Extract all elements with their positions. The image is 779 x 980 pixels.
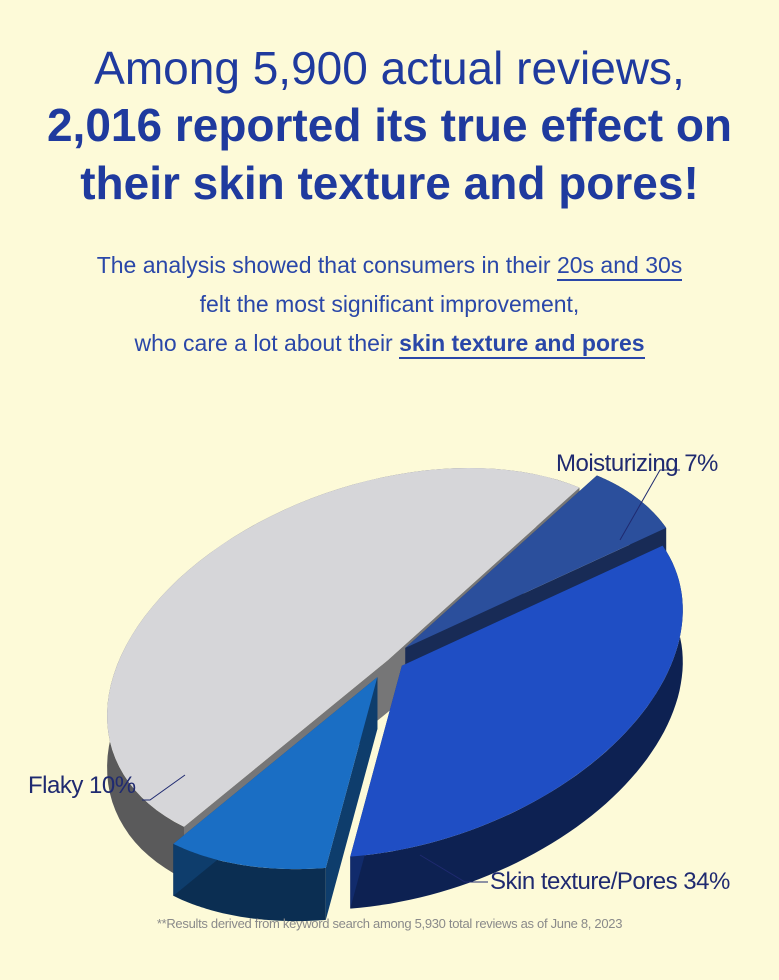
highlight-skin-texture: skin texture and pores — [399, 330, 645, 359]
slice-top — [350, 545, 683, 857]
subtitle-text-3: who care a lot about their — [134, 330, 400, 356]
headline: Among 5,900 actual reviews, 2,016 report… — [0, 40, 779, 212]
label-skin-texture-pores: Skin texture/Pores 34% — [490, 868, 730, 895]
highlight-age-group: 20s and 30s — [556, 252, 683, 281]
slice-top — [173, 677, 378, 870]
footnote: **Results derived from keyword search am… — [156, 916, 623, 931]
pie-slice-flaky — [173, 677, 378, 922]
slice-top — [107, 467, 580, 827]
pie-slice-skin-texture-pores — [350, 545, 683, 909]
leader-line-skin-texture-pores — [419, 854, 488, 883]
subtitle: The analysis showed that consumers in th… — [0, 246, 779, 363]
label-flaky: Flaky 10% — [28, 772, 136, 799]
subtitle-text-2: felt the most significant improvement, — [199, 291, 580, 317]
leader-line-moisturizing — [619, 469, 680, 541]
headline-line-3: their skin texture and pores! — [80, 157, 699, 209]
label-moisturizing: Moisturizing 7% — [556, 450, 718, 477]
subtitle-text-1: The analysis showed that consumers in th… — [96, 252, 557, 278]
headline-line-1: Among 5,900 actual reviews, — [94, 42, 685, 94]
slice-side — [350, 545, 683, 909]
headline-line-2: 2,016 reported its true effect on — [46, 99, 733, 151]
slice-top — [405, 475, 667, 648]
leader-line-flaky — [142, 774, 186, 801]
